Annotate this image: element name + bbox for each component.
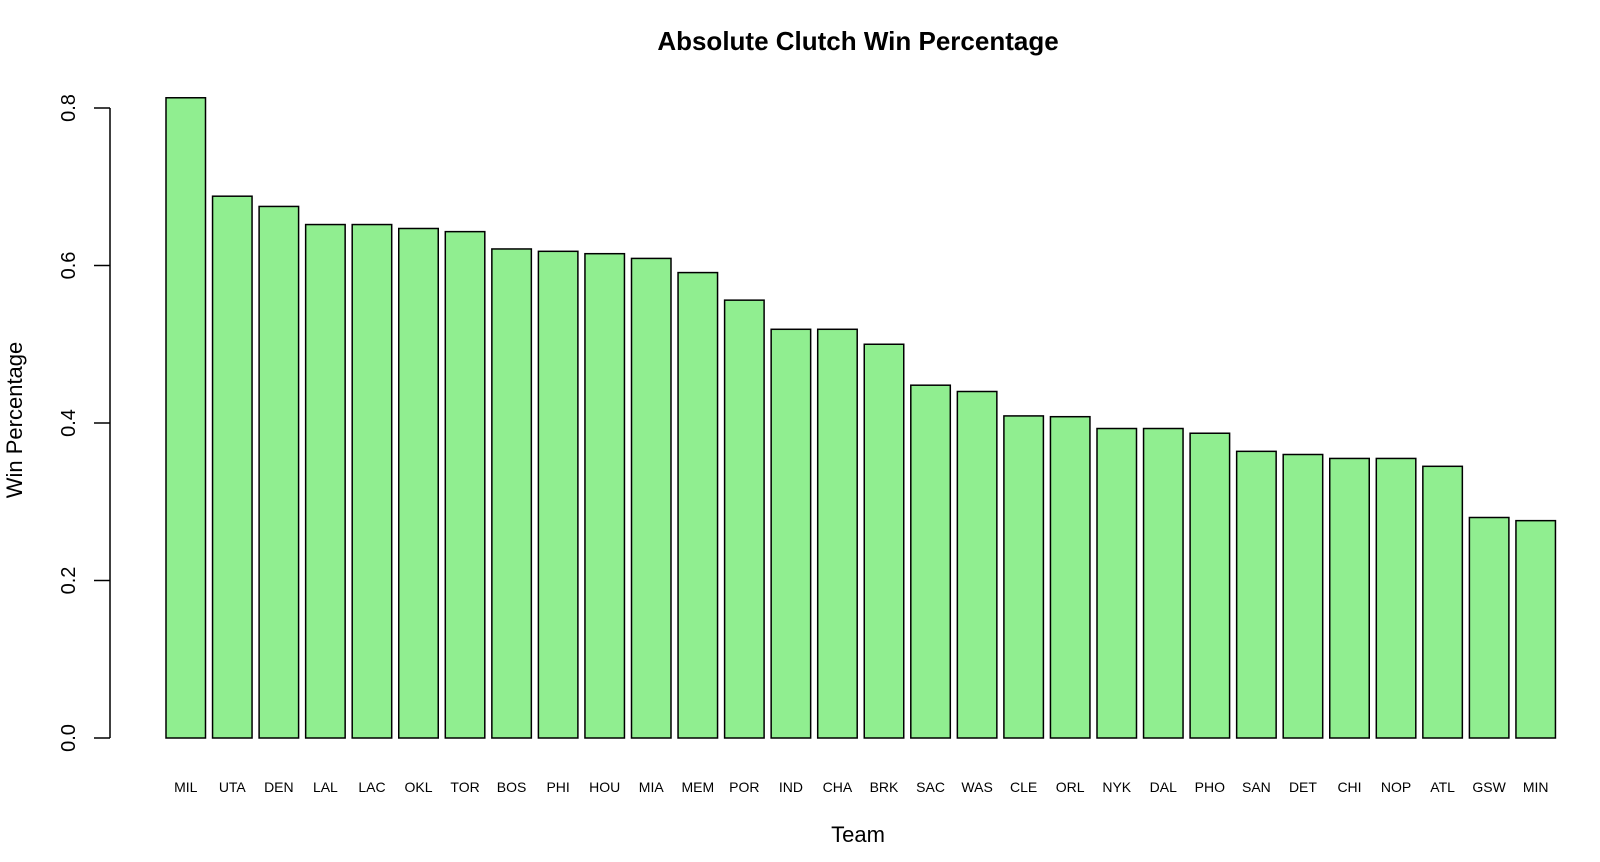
x-tick-label: DAL (1150, 779, 1177, 795)
bar-mem (677, 271, 719, 739)
x-tick-label: CHA (823, 779, 853, 795)
x-tick-label: NYK (1102, 779, 1131, 795)
bar-phi (537, 250, 579, 739)
x-tick-label: PHI (546, 779, 569, 795)
x-tick-label: WAS (961, 779, 992, 795)
bar-den (258, 205, 300, 739)
x-tick-label: MIL (174, 779, 198, 795)
bar-hou (584, 252, 626, 739)
bar-cha (816, 328, 858, 739)
x-tick-label: SAC (916, 779, 945, 795)
bar-sac (910, 384, 952, 739)
x-tick-label: POR (729, 779, 759, 795)
bar-bos (491, 248, 533, 739)
bar-chi (1329, 457, 1370, 739)
y-tick-label: 0.8 (58, 94, 80, 122)
bar-det (1282, 453, 1324, 739)
bar-san (1235, 450, 1277, 739)
x-axis-label: Team (831, 822, 885, 847)
bar-ind (770, 328, 812, 739)
y-tick-label: 0.0 (58, 724, 80, 752)
x-tick-label: MEM (681, 779, 714, 795)
x-tick-label: BRK (870, 779, 899, 795)
x-tick-label: MIA (639, 779, 665, 795)
bar-lal (304, 223, 346, 739)
bar-uta (211, 195, 253, 739)
bar-por (723, 299, 765, 739)
y-axis: 0.0 0.2 0.4 0.6 0.8 (58, 94, 111, 752)
bar-atl (1422, 465, 1464, 739)
x-tick-label: NOP (1381, 779, 1411, 795)
x-tick-label: OKL (404, 779, 432, 795)
bar-tor (444, 230, 486, 739)
bar-gsw (1468, 516, 1510, 739)
bar-brk (863, 343, 905, 739)
bar-nyk (1096, 427, 1138, 739)
bar-mil (165, 97, 207, 739)
x-tick-label: DEN (264, 779, 294, 795)
x-tick-label: PHO (1195, 779, 1225, 795)
x-tick-labels: MIL UTA DEN LAL LAC OKL TOR BOS PHI HOU MIA MEM POR I… (174, 779, 1548, 795)
bar-pho (1189, 432, 1231, 739)
x-tick-label: BOS (497, 779, 527, 795)
bar-dal (1142, 427, 1184, 739)
x-tick-label: UTA (219, 779, 247, 795)
x-tick-label: MIN (1523, 779, 1549, 795)
x-tick-label: DET (1289, 779, 1317, 795)
x-tick-label: ATL (1430, 779, 1455, 795)
bar-okl (398, 227, 439, 739)
bar-nop (1375, 457, 1417, 739)
x-tick-label: CHI (1337, 779, 1361, 795)
x-tick-label: GSW (1472, 779, 1506, 795)
y-axis-label: Win Percentage (2, 342, 27, 499)
bar-orl (1049, 415, 1091, 739)
bar-mia (630, 257, 672, 739)
bar-min (1515, 519, 1557, 739)
x-tick-label: SAN (1242, 779, 1271, 795)
bar-was (956, 390, 998, 739)
chart-title: Absolute Clutch Win Percentage (657, 26, 1058, 56)
x-tick-label: CLE (1010, 779, 1037, 795)
bar-lac (351, 223, 393, 739)
bars (165, 97, 1557, 739)
y-tick-label: 0.6 (58, 252, 80, 280)
x-tick-label: IND (779, 779, 803, 795)
x-tick-label: TOR (450, 779, 479, 795)
x-tick-label: HOU (589, 779, 620, 795)
x-tick-label: LAC (358, 779, 385, 795)
x-tick-label: LAL (313, 779, 338, 795)
bar-cle (1003, 415, 1045, 739)
x-tick-label: ORL (1056, 779, 1085, 795)
y-tick-label: 0.4 (58, 409, 80, 437)
y-tick-label: 0.2 (58, 567, 80, 595)
